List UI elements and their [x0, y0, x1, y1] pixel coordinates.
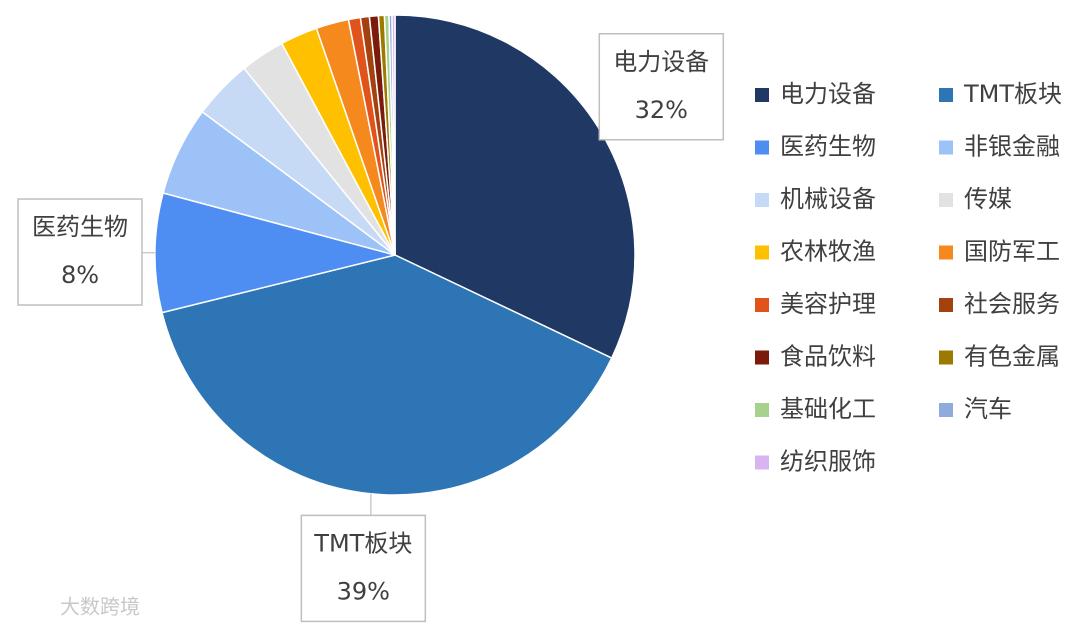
legend-label: 有色金属	[964, 343, 1060, 371]
legend-swatch	[755, 88, 769, 102]
legend-label: 社会服务	[964, 290, 1060, 318]
legend-swatch	[755, 140, 769, 155]
legend-swatch	[755, 455, 769, 470]
watermark: 大数跨境	[60, 595, 140, 619]
legend-swatch	[755, 350, 769, 365]
legend-swatch	[939, 298, 953, 312]
legend-swatch	[755, 245, 769, 260]
legend-label: 国防军工	[964, 238, 1060, 266]
legend-swatch	[939, 193, 953, 207]
slice-value-label: 8%	[61, 261, 99, 289]
legend-swatch	[939, 140, 953, 155]
legend-label: 非银金融	[964, 133, 1060, 161]
legend-label: 汽车	[964, 395, 1012, 423]
pie-slice	[394, 14, 636, 360]
pie-slice	[391, 14, 396, 256]
legend-label: 美容护理	[780, 290, 876, 318]
slice-category-label: TMT板块	[313, 529, 412, 557]
label-box	[598, 33, 725, 141]
legend-label: 食品饮料	[780, 343, 876, 371]
legend-swatch	[939, 245, 953, 260]
label-box	[300, 514, 427, 623]
slice-value-label: 32%	[635, 96, 688, 124]
legend-swatch	[755, 298, 769, 312]
legend-label: 基础化工	[780, 395, 876, 423]
legend-label: TMT板块	[963, 80, 1062, 108]
legend-swatch	[939, 88, 953, 102]
legend-label: 医药生物	[780, 133, 876, 161]
legend-swatch	[755, 193, 769, 207]
slice-category-label: 医药生物	[32, 213, 128, 241]
label-box	[17, 198, 143, 306]
slice-category-label: 电力设备	[613, 48, 709, 76]
legend-swatch	[755, 403, 769, 417]
pie-slice	[161, 254, 613, 496]
legend-label: 传媒	[964, 185, 1012, 213]
legend-swatch	[939, 350, 953, 365]
legend-swatch	[939, 403, 953, 417]
legend-label: 农林牧渔	[780, 238, 876, 266]
slice-value-label: 39%	[337, 577, 390, 605]
legend-label: 机械设备	[780, 185, 876, 213]
legend-label: 纺织服饰	[780, 448, 876, 476]
legend-label: 电力设备	[780, 80, 876, 108]
